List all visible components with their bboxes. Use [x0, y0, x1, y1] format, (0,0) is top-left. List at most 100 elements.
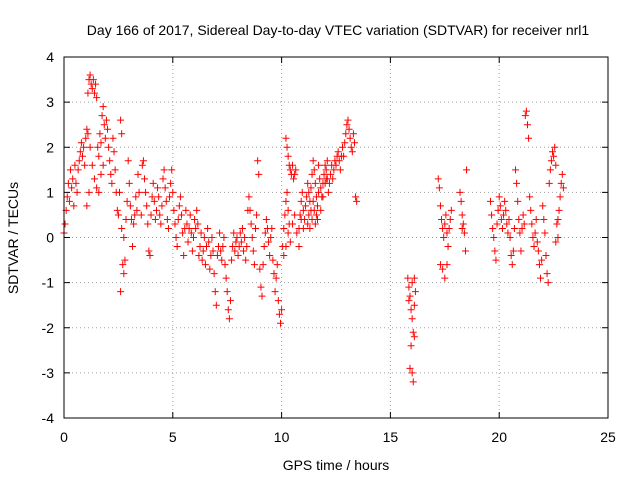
data-point: [161, 184, 169, 192]
data-point: [282, 243, 290, 251]
data-point: [194, 220, 202, 228]
data-point: [309, 157, 317, 165]
data-point: [509, 247, 517, 255]
data-point: [534, 247, 542, 255]
data-point: [410, 301, 418, 309]
data-point: [496, 202, 504, 210]
data-point: [213, 252, 221, 260]
data-point: [523, 121, 531, 129]
data-point: [544, 279, 552, 287]
data-point: [73, 188, 81, 196]
data-point: [137, 211, 145, 219]
data-point: [315, 188, 323, 196]
data-point: [67, 166, 75, 174]
x-axis-label: GPS time / hours: [283, 457, 390, 473]
x-tick-labels: 0 5 10 15 20 25: [60, 429, 616, 445]
data-point: [192, 224, 200, 232]
data-point: [98, 112, 106, 120]
data-point: [408, 369, 416, 377]
data-point: [255, 170, 263, 178]
data-point: [246, 206, 254, 214]
data-point: [85, 188, 93, 196]
data-point: [120, 270, 128, 278]
data-point: [319, 193, 327, 201]
data-point: [102, 116, 110, 124]
data-point: [302, 202, 310, 210]
data-point: [504, 229, 512, 237]
data-point: [445, 224, 453, 232]
data-point: [281, 211, 289, 219]
data-point: [195, 252, 203, 260]
data-point: [123, 197, 131, 205]
data-point: [178, 211, 186, 219]
data-point: [283, 188, 291, 196]
data-point: [84, 89, 92, 97]
data-point: [131, 211, 139, 219]
data-point: [210, 270, 218, 278]
data-point: [506, 234, 514, 241]
data-point: [148, 193, 156, 201]
data-point: [284, 229, 292, 237]
data-point: [61, 220, 69, 228]
data-point: [223, 288, 231, 296]
data-point: [221, 261, 229, 269]
data-point: [203, 243, 211, 251]
data-point: [322, 166, 330, 174]
data-point: [233, 234, 241, 241]
data-point: [90, 175, 98, 183]
data-point: [277, 319, 285, 327]
data-point: [182, 206, 190, 214]
data-point: [157, 220, 165, 228]
data-point: [130, 220, 138, 228]
data-point: [411, 288, 419, 296]
data-point: [278, 306, 286, 314]
data-point: [554, 234, 562, 241]
data-point: [231, 247, 239, 255]
data-point: [275, 310, 283, 318]
data-point: [172, 234, 180, 241]
data-point: [86, 71, 94, 79]
data-point: [147, 211, 155, 219]
data-point: [224, 306, 232, 314]
data-point: [410, 333, 418, 341]
data-point: [406, 292, 414, 300]
data-point: [520, 220, 528, 228]
data-point: [311, 220, 319, 228]
data-point: [515, 215, 523, 223]
data-point: [201, 261, 209, 269]
data-point: [200, 234, 208, 241]
data-point: [282, 134, 290, 142]
data-point: [183, 220, 191, 228]
data-point: [118, 224, 126, 232]
data-point: [288, 161, 296, 169]
data-point: [127, 215, 135, 223]
data-point: [306, 224, 314, 232]
data-point: [459, 220, 467, 228]
data-point: [539, 202, 547, 210]
data-point: [435, 184, 443, 192]
data-point: [505, 215, 513, 223]
data-point: [82, 134, 90, 142]
data-point: [325, 179, 333, 187]
data-point: [540, 215, 548, 223]
data-point: [204, 224, 212, 232]
y-tick-label: 1: [46, 184, 54, 200]
data-point: [322, 175, 330, 183]
data-point: [208, 234, 216, 241]
data-point: [335, 157, 343, 165]
x-tick-label: 25: [600, 429, 616, 445]
data-point: [149, 179, 157, 187]
data-point: [441, 220, 449, 228]
data-point: [86, 143, 94, 151]
data-point: [266, 252, 274, 260]
data-point: [236, 229, 244, 237]
data-point: [559, 184, 567, 192]
data-point: [339, 143, 347, 151]
data-point: [71, 161, 79, 169]
x-tick-label: 20: [491, 429, 507, 445]
data-point: [443, 261, 451, 269]
data-point: [167, 179, 175, 187]
data-point: [126, 202, 134, 210]
data-point: [174, 215, 182, 223]
data-point: [168, 166, 176, 174]
